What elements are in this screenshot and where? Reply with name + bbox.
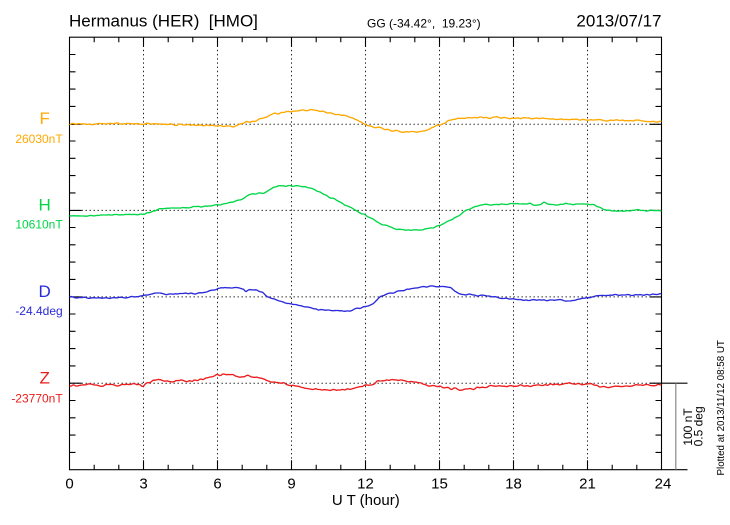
svg-text:21: 21 — [579, 475, 596, 492]
svg-text:12: 12 — [357, 475, 374, 492]
svg-text:-23770nT: -23770nT — [11, 391, 63, 405]
svg-text:GG (-34.42°, 19.23°): GG (-34.42°, 19.23°) — [367, 16, 481, 30]
svg-text:U T (hour): U T (hour) — [332, 492, 400, 509]
svg-text:Plotted at 2013/11/12 08:58 UT: Plotted at 2013/11/12 08:58 UT — [716, 340, 727, 475]
svg-text:Hermanus (HER) [HMO]: Hermanus (HER) [HMO] — [69, 12, 258, 31]
svg-text:D: D — [39, 282, 51, 301]
svg-text:3: 3 — [139, 475, 147, 492]
svg-text:10610nT: 10610nT — [15, 217, 63, 231]
svg-text:100 nT: 100 nT — [681, 408, 695, 446]
svg-text:26030nT: 26030nT — [15, 132, 63, 146]
svg-text:18: 18 — [505, 475, 522, 492]
svg-text:6: 6 — [213, 475, 221, 492]
svg-text:H: H — [39, 196, 51, 215]
svg-text:9: 9 — [287, 475, 295, 492]
svg-text:-24.4deg: -24.4deg — [15, 304, 62, 318]
svg-text:0.5 deg: 0.5 deg — [692, 406, 706, 446]
svg-text:24: 24 — [655, 475, 672, 492]
svg-text:0: 0 — [65, 475, 73, 492]
svg-text:2013/07/17: 2013/07/17 — [576, 12, 661, 31]
svg-text:F: F — [40, 109, 50, 128]
svg-text:15: 15 — [431, 475, 448, 492]
svg-text:Z: Z — [40, 368, 50, 387]
